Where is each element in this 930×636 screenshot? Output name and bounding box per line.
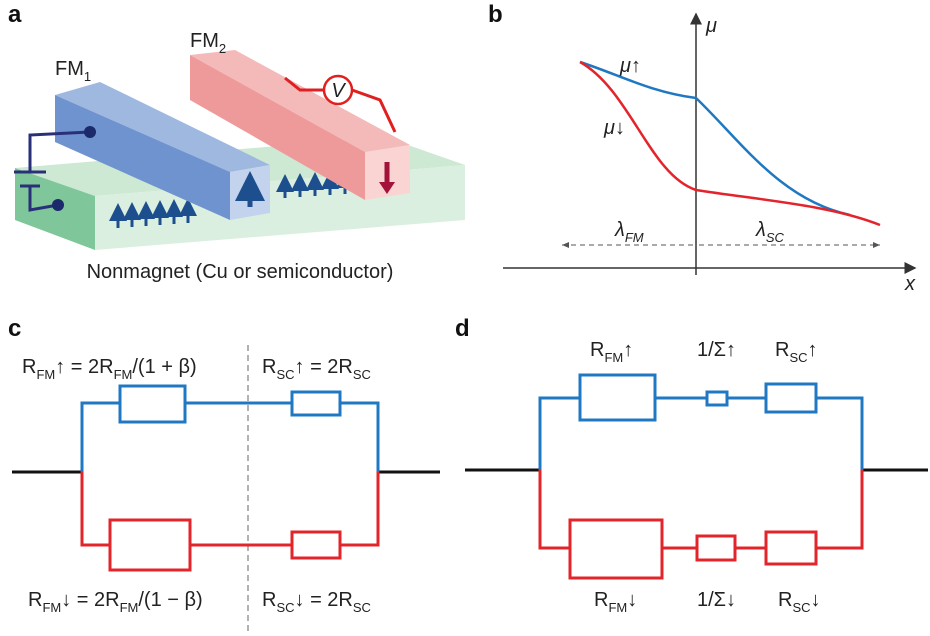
resistance-label: RFM↓ = 2RFM/(1 − β)	[28, 589, 203, 615]
subscript: 2	[219, 41, 226, 56]
text-segment: ↓	[811, 589, 821, 611]
panel-d: d RFM↑ 1/Σ↑ RSC↑ RFM↓ 1/Σ↓ RSC↓	[455, 315, 928, 615]
fm2-label: FM2	[190, 30, 226, 56]
text-segment: ↓ = 2R	[295, 589, 353, 611]
text-segment: λ	[614, 219, 625, 241]
subscript: FM	[42, 600, 61, 615]
subscript: SC	[353, 367, 371, 382]
resistor	[570, 520, 662, 578]
text-segment: FM	[190, 30, 219, 52]
panel-letter: a	[8, 1, 22, 28]
subscript: SC	[792, 600, 810, 615]
panel-letter: c	[8, 315, 21, 342]
text-segment: ↓	[627, 589, 637, 611]
resistance-label: RFM↑ = 2RFM/(1 + β)	[22, 356, 197, 382]
lambda-sc-label: λSC	[755, 219, 785, 245]
resistor	[766, 532, 816, 564]
resistance-label: RSC↑ = 2RSC	[262, 356, 371, 382]
subscript: FM	[608, 600, 627, 615]
text-segment: FM	[55, 58, 84, 80]
text-segment: /(1 + β)	[132, 356, 196, 378]
mu-down-curve	[580, 62, 880, 225]
text-segment: R	[778, 589, 792, 611]
text-segment: ↓ = 2R	[61, 589, 119, 611]
resistance-label: RFM↑	[590, 339, 633, 365]
caption: Nonmagnet (Cu or semiconductor)	[87, 261, 394, 283]
text-segment: ↑	[623, 339, 633, 361]
resistance-label: RSC↓ = 2RSC	[262, 589, 371, 615]
text-segment: ↑ = 2R	[55, 356, 113, 378]
text-segment: ↑ = 2R	[295, 356, 353, 378]
text-segment: /(1 − β)	[138, 589, 202, 611]
contact	[52, 199, 64, 211]
subscript: SC	[766, 230, 785, 245]
resistor	[110, 520, 190, 570]
subscript: SC	[276, 600, 294, 615]
subscript: FM	[604, 350, 623, 365]
resistor	[580, 375, 655, 420]
text-segment: λ	[755, 219, 766, 241]
subscript: SC	[353, 600, 371, 615]
mu-up-label: μ↑	[619, 55, 641, 77]
text-segment: R	[775, 339, 789, 361]
resistor	[697, 536, 735, 560]
text-segment: R	[594, 589, 608, 611]
panel-a: a V FM1 FM2 Nonmagnet (Cu or semiconduct…	[8, 1, 465, 283]
text-segment: R	[22, 356, 36, 378]
resistor	[707, 392, 727, 405]
contact	[84, 126, 96, 138]
text-segment: ↑	[808, 339, 818, 361]
panel-letter: d	[455, 315, 470, 342]
x-axis-label: x	[904, 273, 916, 295]
fm1-label: FM1	[55, 58, 91, 84]
panel-c: c RFM↑ = 2RFM/(1 + β) RSC↑ = 2RSC RFM↓ =…	[8, 315, 440, 632]
resistor	[120, 386, 185, 422]
subscript: FM	[625, 230, 644, 245]
resistor	[766, 384, 816, 412]
resistance-label: 1/Σ↓	[697, 589, 736, 611]
resistance-label: 1/Σ↑	[697, 339, 736, 361]
resistance-label: RSC↓	[778, 589, 821, 615]
subscript: FM	[114, 367, 133, 382]
text-segment: R	[262, 356, 276, 378]
resistance-label: RSC↑	[775, 339, 818, 365]
text-segment: R	[262, 589, 276, 611]
subscript: FM	[36, 367, 55, 382]
resistor	[292, 392, 340, 415]
subscript: SC	[276, 367, 294, 382]
mu-down-label: μ↓	[603, 117, 625, 139]
resistance-label: RFM↓	[594, 589, 637, 615]
voltmeter-label: V	[331, 80, 346, 102]
subscript: SC	[789, 350, 807, 365]
lambda-fm-label: λFM	[614, 219, 644, 245]
text-segment: R	[28, 589, 42, 611]
figure: a V FM1 FM2 Nonmagnet (Cu or semiconduct…	[0, 0, 930, 636]
subscript: 1	[84, 69, 91, 84]
subscript: FM	[120, 600, 139, 615]
panel-letter: b	[488, 1, 503, 28]
y-axis-label: μ	[705, 15, 717, 37]
resistor	[292, 532, 340, 558]
text-segment: R	[590, 339, 604, 361]
panel-b: b μ x μ↑ μ↓ λFM λSC	[488, 1, 916, 295]
